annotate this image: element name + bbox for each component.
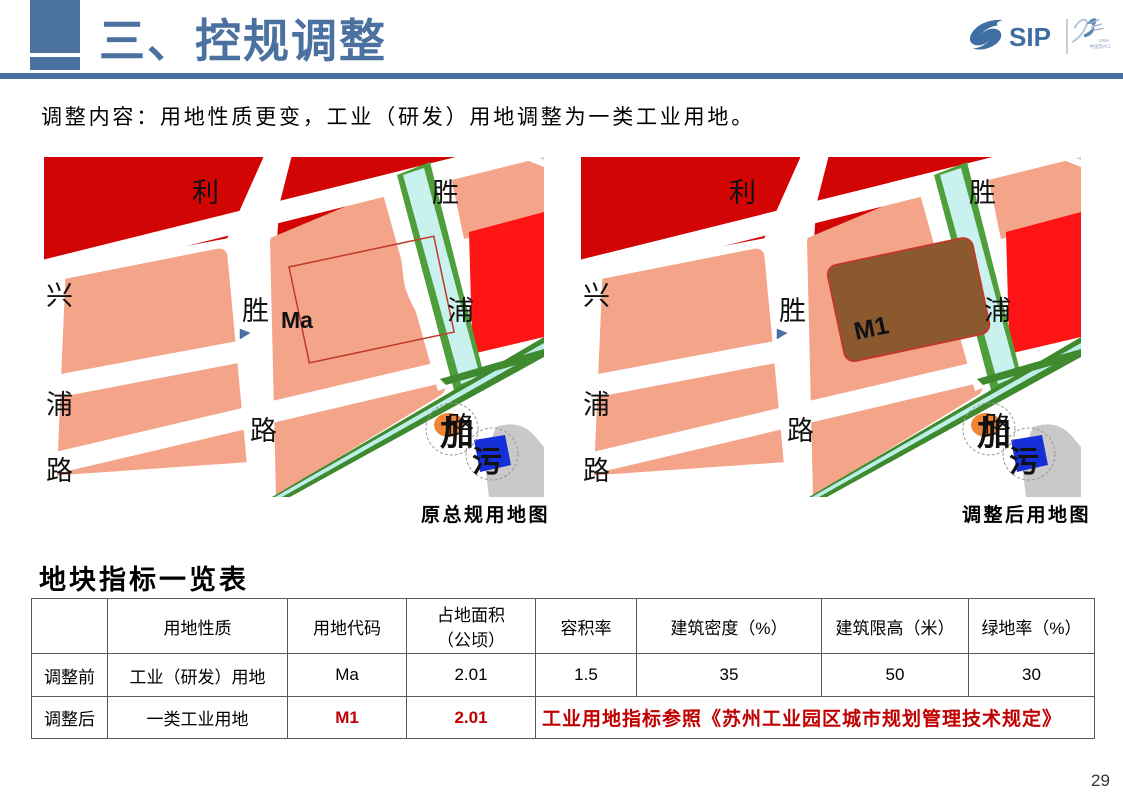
svg-text:利: 利 [729,178,756,208]
svg-text:加: 加 [977,415,1011,453]
svg-text:SIP: SIP [1009,22,1051,52]
svg-text:路: 路 [583,456,610,486]
svg-text:中国苏州工业园区: 中国苏州工业园区 [1090,43,1110,50]
svg-text:兴: 兴 [583,281,610,311]
svg-text:胜: 胜 [969,178,996,208]
svg-text:路: 路 [787,416,814,446]
svg-text:浦: 浦 [583,390,610,420]
svg-text:胜: 胜 [779,296,806,326]
svg-text:污: 污 [1009,446,1039,479]
svg-text:1994-2019: 1994-2019 [1099,38,1110,43]
svg-text:浦: 浦 [984,296,1011,326]
